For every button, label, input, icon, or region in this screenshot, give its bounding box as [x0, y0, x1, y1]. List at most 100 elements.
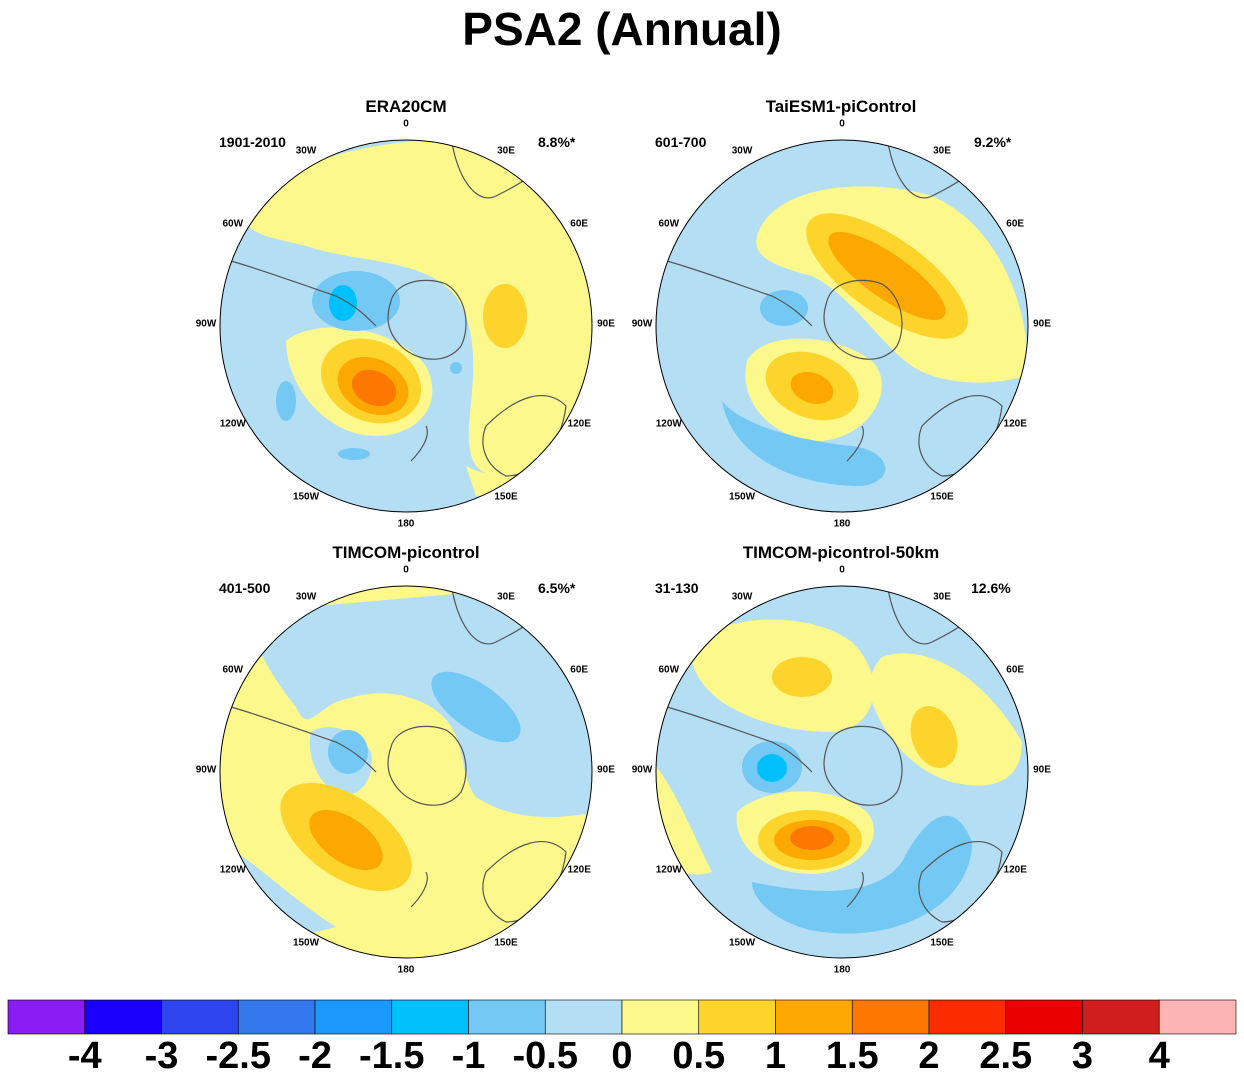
map-boundary — [219, 585, 593, 959]
positive-anomaly-region — [790, 372, 834, 404]
negative-anomaly-region — [276, 381, 296, 421]
longitude-label: 0 — [839, 564, 845, 576]
longitude-label: 30E — [933, 591, 951, 603]
longitude-label: 60E — [1006, 664, 1025, 676]
colorbar-tick-label: 2.5 — [979, 1035, 1033, 1077]
longitude-label: 90W — [631, 318, 653, 330]
positive-anomaly-region — [772, 657, 832, 697]
longitude-label: 0 — [403, 564, 409, 576]
colorbar-tick-label: 1 — [764, 1035, 787, 1077]
map-boundary — [655, 139, 1029, 513]
panel-title-timcom-50km: TIMCOM-picontrol-50km — [742, 543, 940, 562]
longitude-label: 30W — [295, 591, 317, 603]
positive-anomaly-region — [351, 369, 397, 407]
antarctica-coastline — [823, 725, 903, 806]
longitude-label: 90E — [597, 764, 615, 776]
negative-anomaly-region — [246, 586, 592, 817]
panel-title-taiesm1: TaiESM1-piControl — [765, 97, 917, 116]
positive-anomaly-region — [483, 284, 527, 348]
longitude-label: 150E — [494, 491, 518, 503]
positive-anomaly-region — [790, 826, 834, 850]
colorbar-swatch — [1005, 999, 1083, 1035]
negative-anomaly-region — [431, 671, 521, 743]
colorbar-tick-label: -0.5 — [512, 1035, 578, 1077]
colorbar-swatch — [237, 999, 316, 1035]
longitude-label: 120E — [567, 418, 591, 430]
new-zealand-coastline — [846, 871, 864, 908]
longitude-label: 60W — [658, 218, 680, 230]
longitude-label: 150E — [930, 491, 954, 503]
longitude-label: 120W — [655, 864, 682, 876]
longitude-label: 180 — [833, 964, 851, 976]
longitude-label: 90E — [1033, 764, 1051, 776]
colorbar-swatch — [1082, 999, 1160, 1035]
longitude-label: 60E — [1006, 218, 1025, 230]
colorbar-tick-label: 0.5 — [672, 1035, 726, 1077]
negative-anomaly-region — [450, 362, 462, 374]
colorbar-swatch — [544, 999, 623, 1035]
colorbar-tick-label: -4 — [67, 1035, 102, 1077]
variance-era20cm: 8.8%* — [538, 134, 576, 150]
period-era20cm: 1901-2010 — [219, 134, 286, 150]
negative-anomaly-region — [236, 852, 336, 942]
positive-anomaly-region — [828, 231, 946, 321]
negative-anomaly-region — [328, 730, 368, 774]
longitude-label: 90W — [195, 764, 217, 776]
colorbar-swatch — [775, 999, 853, 1035]
longitude-label: 90W — [631, 764, 653, 776]
positive-anomaly-region — [877, 140, 932, 144]
colorbar-tick-label: -1 — [451, 1035, 486, 1077]
colorbar-swatch — [928, 999, 1007, 1035]
longitude-label: 180 — [833, 518, 851, 530]
antarctica-coastline — [823, 279, 903, 360]
colorbar-tick-label: 2 — [918, 1035, 940, 1077]
figure-title: PSA2 (Annual) — [462, 3, 782, 55]
map-boundary — [655, 585, 1029, 959]
colorbar-swatch — [851, 999, 930, 1035]
colorbar-tick-label: 4 — [1148, 1035, 1170, 1077]
longitude-label: 150W — [292, 937, 320, 949]
polar-map-timcom — [219, 585, 593, 959]
longitude-label: 30E — [933, 145, 951, 157]
colorbar-tick-label: -2 — [298, 1035, 332, 1077]
longitude-label: 180 — [397, 964, 415, 976]
south-america-coastline — [230, 260, 377, 327]
longitude-label: 120E — [1003, 864, 1027, 876]
period-timcom-50km: 31-130 — [655, 580, 699, 596]
colorbar-swatch — [698, 999, 776, 1035]
colorbar-swatch — [468, 999, 546, 1035]
colorbar-tick-label: -1.5 — [359, 1035, 425, 1077]
longitude-label: 60W — [222, 218, 244, 230]
negative-anomaly-region — [329, 285, 357, 321]
longitude-label: 60E — [570, 664, 589, 676]
longitude-label: 30W — [731, 145, 753, 157]
positive-anomaly-region — [236, 140, 592, 496]
negative-anomaly-region — [338, 448, 370, 460]
period-taiesm1: 601-700 — [655, 134, 707, 150]
longitude-label: 150W — [728, 491, 756, 503]
longitude-label: 90E — [1033, 318, 1051, 330]
longitude-label: 180 — [397, 518, 415, 530]
variance-timcom-50km: 12.6% — [971, 580, 1011, 596]
longitude-label: 120E — [1003, 418, 1027, 430]
antarctica-coastline — [387, 279, 467, 360]
south-america-coastline — [666, 260, 813, 327]
longitude-label: 0 — [403, 118, 409, 130]
colorbar-swatch — [621, 999, 700, 1035]
colorbar-tick-label: -2.5 — [205, 1035, 271, 1077]
longitude-label: 150E — [494, 937, 518, 949]
polar-map-taiesm1 — [655, 139, 1029, 513]
polar-map-era20cm — [219, 139, 593, 513]
negative-anomaly-region — [752, 815, 972, 934]
longitude-label: 150W — [292, 491, 320, 503]
longitude-label: 150E — [930, 937, 954, 949]
south-america-coastline — [230, 706, 377, 773]
longitude-label: 60W — [222, 664, 244, 676]
panel-title-era20cm: ERA20CM — [365, 97, 447, 116]
longitude-label: 150W — [728, 937, 756, 949]
new-zealand-coastline — [410, 425, 428, 462]
longitude-label: 90W — [195, 318, 217, 330]
colorbar-tick-label: 3 — [1071, 1035, 1094, 1077]
longitude-label: 60W — [658, 664, 680, 676]
